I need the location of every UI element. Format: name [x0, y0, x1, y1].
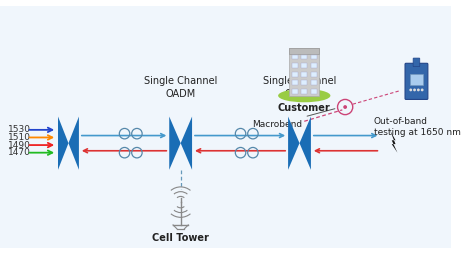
Polygon shape [300, 117, 311, 170]
Text: Single Channel
OADM: Single Channel OADM [144, 76, 218, 99]
Bar [292, 81, 298, 85]
Bar [311, 89, 317, 94]
Bar [301, 89, 307, 94]
Bar [292, 63, 298, 68]
Polygon shape [390, 130, 397, 153]
Bar [301, 81, 307, 85]
Polygon shape [58, 117, 68, 170]
Bar [301, 55, 307, 59]
Circle shape [413, 88, 416, 91]
Text: 1530: 1530 [8, 125, 31, 134]
FancyBboxPatch shape [405, 63, 428, 99]
Text: Out-of-band
testing at 1650 nm: Out-of-band testing at 1650 nm [374, 117, 461, 137]
Circle shape [417, 88, 420, 91]
Text: 1490: 1490 [8, 140, 30, 150]
Bar [301, 72, 307, 77]
Bar [311, 55, 317, 59]
Text: Cell Tower: Cell Tower [152, 233, 209, 243]
Text: 1470: 1470 [8, 148, 30, 157]
Polygon shape [169, 117, 181, 170]
Circle shape [343, 105, 347, 109]
Bar [292, 55, 298, 59]
FancyBboxPatch shape [0, 6, 451, 248]
Polygon shape [288, 117, 300, 170]
Bar [289, 48, 319, 96]
Circle shape [421, 88, 424, 91]
Polygon shape [181, 117, 192, 170]
Text: Single Channel
OADM: Single Channel OADM [263, 76, 336, 99]
Bar [292, 72, 298, 77]
Bar [311, 63, 317, 68]
Ellipse shape [278, 89, 330, 102]
Bar [289, 48, 319, 54]
Bar [410, 74, 423, 85]
Bar [292, 89, 298, 94]
Polygon shape [68, 117, 79, 170]
Bar [301, 63, 307, 68]
FancyBboxPatch shape [413, 58, 420, 67]
Text: Customer: Customer [278, 103, 331, 113]
Text: 1510: 1510 [8, 133, 31, 142]
Bar [311, 72, 317, 77]
Bar [311, 81, 317, 85]
Text: Macrobend: Macrobend [252, 109, 335, 129]
Circle shape [410, 88, 412, 91]
